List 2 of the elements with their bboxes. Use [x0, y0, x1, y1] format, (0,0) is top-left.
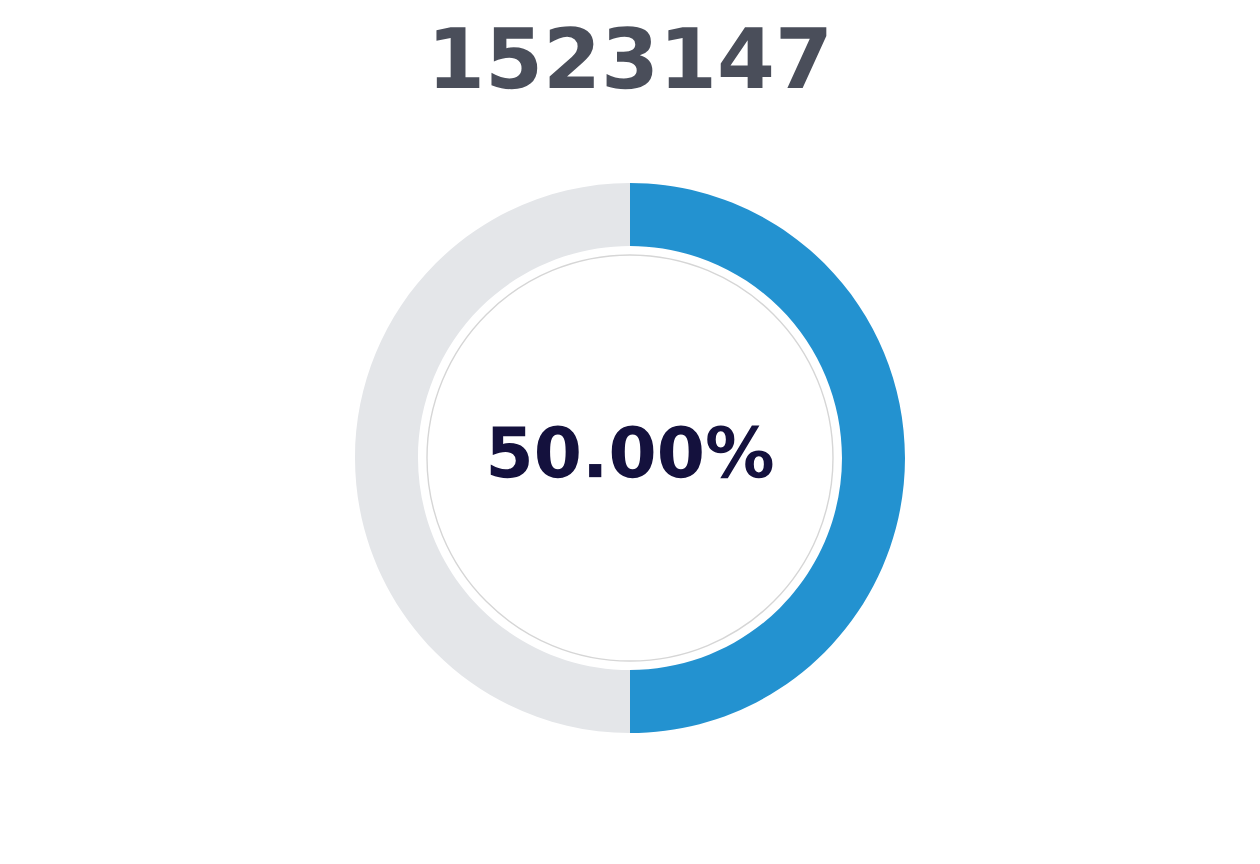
- text: 50.00%: [490, 425, 773, 479]
- chart-title: 1523147: [436, 26, 827, 90]
